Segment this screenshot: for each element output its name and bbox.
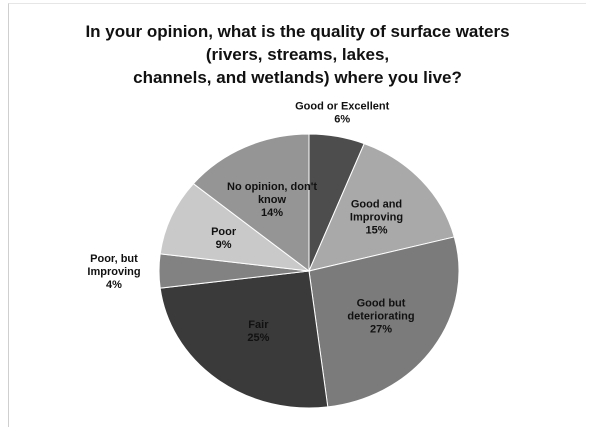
pie-data-label: 25% [247, 332, 269, 344]
pie-slice-good-and-improving [308, 142, 455, 272]
pie-category-label: Fair [248, 319, 269, 331]
pie-data-label: 27% [370, 324, 392, 336]
pie-slices [158, 133, 460, 409]
pie-slice-fair [159, 270, 329, 409]
pie-category-label: Good or Excellent [295, 101, 389, 113]
chart-title-line-2: (rivers, streams, lakes, [205, 45, 390, 64]
pie-slice-good-but-deteriorating [308, 236, 460, 408]
pie-category-label: Poor, but [90, 253, 138, 265]
pie-category-label: Good but [357, 298, 406, 310]
pie-category-label: Improving [350, 212, 403, 224]
pie-data-label: 14% [261, 207, 283, 219]
chart-title: In your opinion, what is the quality of … [20, 20, 575, 89]
pie-category-label: No opinion, don't [227, 181, 317, 193]
pie-data-label: 9% [216, 239, 232, 251]
pie-data-label: 15% [365, 225, 387, 237]
pie-category-label: deteriorating [347, 311, 414, 323]
pie-category-label: Poor [211, 226, 237, 238]
pie-data-label: 4% [106, 279, 122, 291]
chart-title-line-1: In your opinion, what is the quality of … [85, 22, 510, 41]
pie-slice-no-opinion-don-t-know [192, 133, 310, 273]
pie-category-label: know [258, 194, 287, 206]
pie-category-label: Good and [351, 199, 402, 211]
pie-slice-poor [159, 182, 311, 272]
pie-category-label: Improving [87, 266, 140, 278]
chart-title-line-3: channels, and wetlands) where you live? [133, 68, 462, 87]
chart-frame [8, 3, 586, 427]
pie-data-label: 6% [334, 114, 350, 126]
